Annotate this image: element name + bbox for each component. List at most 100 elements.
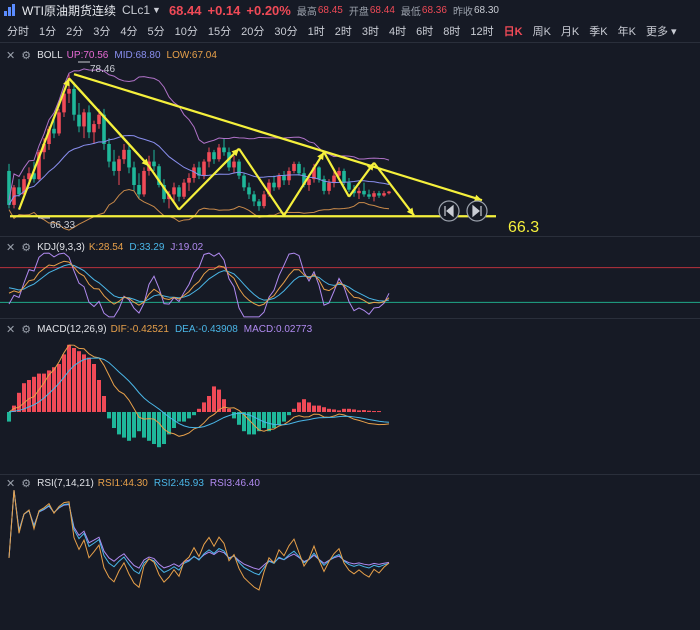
period-tab[interactable]: 周K bbox=[532, 26, 551, 38]
period-tab[interactable]: 年K bbox=[617, 26, 636, 38]
macd-bar bbox=[292, 408, 296, 412]
open-value: 68.44 bbox=[369, 4, 395, 16]
close-indicator-icon[interactable]: ✕ bbox=[6, 241, 16, 254]
candle-body bbox=[22, 179, 26, 195]
candle-body bbox=[237, 161, 241, 176]
period-tab[interactable]: 1时 bbox=[307, 26, 325, 38]
kdj-k: K:28.54 bbox=[88, 241, 124, 253]
instrument-title[interactable]: WTI原油期货连续 bbox=[22, 3, 116, 18]
period-tab[interactable]: 5分 bbox=[147, 26, 165, 38]
kdj-legend: ✕ ⚙ KDJ(9,3,3) K:28.54 D:33.29 J:19.02 bbox=[0, 240, 209, 254]
prev-close-value: 68.30 bbox=[473, 4, 499, 16]
rsi-legend: ✕ ⚙ RSI(7,14,21) RSI1:44.30 RSI2:45.93 R… bbox=[0, 476, 266, 490]
macd-bar bbox=[327, 408, 331, 412]
macd-bar bbox=[257, 412, 261, 432]
macd-legend: ✕ ⚙ MACD(12,26,9) DIF:-0.42521 DEA:-0.43… bbox=[0, 322, 318, 336]
macd-bar bbox=[152, 412, 156, 444]
macd-bar bbox=[247, 412, 251, 435]
candle-body bbox=[192, 167, 196, 178]
macd-bar bbox=[17, 392, 21, 412]
macd-bar bbox=[237, 412, 241, 425]
candle-body bbox=[102, 114, 106, 144]
kdj-j: J:19.02 bbox=[170, 241, 204, 253]
period-tab[interactable]: 3时 bbox=[361, 26, 379, 38]
period-tab[interactable]: 8时 bbox=[443, 26, 461, 38]
period-tab[interactable]: 4时 bbox=[389, 26, 407, 38]
period-tab[interactable]: 更多 ▾ bbox=[645, 26, 677, 38]
period-tab[interactable]: 20分 bbox=[241, 26, 265, 38]
scroll-left-button[interactable] bbox=[438, 200, 460, 222]
macd-bar bbox=[177, 412, 181, 422]
period-tab[interactable]: 10分 bbox=[174, 26, 198, 38]
close-indicator-icon[interactable]: ✕ bbox=[6, 49, 16, 62]
trend-arrow bbox=[68, 77, 150, 167]
macd-bar bbox=[332, 409, 336, 412]
candle-body bbox=[142, 170, 146, 195]
settings-gear-icon[interactable]: ⚙ bbox=[21, 241, 32, 254]
period-tab[interactable]: 1分 bbox=[39, 26, 57, 38]
symbol-dropdown-icon[interactable]: ▼ bbox=[152, 5, 161, 15]
macd-bar bbox=[212, 386, 216, 412]
resistance-line bbox=[73, 73, 483, 202]
macd-bar bbox=[287, 412, 291, 416]
candle-body bbox=[232, 161, 236, 168]
period-tab[interactable]: 日K bbox=[503, 26, 523, 38]
macd-bar bbox=[32, 376, 36, 412]
candle-body bbox=[82, 112, 86, 127]
period-tab[interactable]: 12时 bbox=[470, 26, 494, 38]
candle-body bbox=[212, 152, 216, 160]
macd-bar bbox=[67, 344, 71, 412]
macd-bar bbox=[207, 396, 211, 412]
rsi-1-line bbox=[8, 489, 390, 591]
settings-gear-icon[interactable]: ⚙ bbox=[21, 49, 32, 62]
period-tab[interactable]: 3分 bbox=[93, 26, 111, 38]
scroll-right-button[interactable] bbox=[466, 200, 488, 222]
candle-body bbox=[47, 128, 51, 144]
instrument-symbol[interactable]: CLc1 bbox=[122, 3, 151, 17]
candle-body bbox=[247, 187, 251, 195]
macd-bar bbox=[22, 383, 26, 412]
macd-bar bbox=[142, 412, 146, 438]
candle-body bbox=[342, 170, 346, 183]
candle-body bbox=[172, 187, 176, 195]
candle-body bbox=[157, 166, 161, 185]
close-indicator-icon[interactable]: ✕ bbox=[6, 477, 16, 490]
candle-body bbox=[297, 163, 301, 174]
macd-dif: DIF:-0.42521 bbox=[110, 323, 169, 335]
candle-body bbox=[367, 194, 371, 197]
macd-bar bbox=[107, 412, 111, 419]
period-tab[interactable]: 2时 bbox=[334, 26, 352, 38]
macd-bar bbox=[72, 348, 76, 412]
macd-bar bbox=[37, 373, 41, 412]
macd-bar bbox=[272, 412, 276, 428]
boll-legend: ✕ ⚙ BOLL UP:70.56 MID:68.80 LOW:67.04 bbox=[0, 48, 223, 62]
candle-body bbox=[42, 144, 46, 153]
period-tab[interactable]: 季K bbox=[589, 26, 608, 38]
settings-gear-icon[interactable]: ⚙ bbox=[21, 323, 32, 336]
last-price: 68.44 bbox=[168, 2, 202, 18]
period-tab[interactable]: 6时 bbox=[416, 26, 434, 38]
settings-gear-icon[interactable]: ⚙ bbox=[21, 477, 32, 490]
candle-body bbox=[112, 161, 116, 171]
macd-bar bbox=[62, 354, 66, 412]
period-tab[interactable]: 月K bbox=[560, 26, 580, 38]
period-tab[interactable]: 15分 bbox=[207, 26, 232, 38]
period-tab[interactable]: 分时 bbox=[7, 26, 29, 38]
candle-body bbox=[207, 152, 211, 162]
candle-body bbox=[317, 167, 321, 180]
period-selector: 分时 1分 2分 3分 4分 5分 10分 15分 20分 30分 1时 2时 3时 4时 6时 8时 12时日… bbox=[0, 22, 700, 40]
macd-bar bbox=[367, 410, 371, 412]
candle-body bbox=[372, 193, 376, 197]
period-tab[interactable]: 4分 bbox=[120, 26, 138, 38]
macd-bar bbox=[157, 412, 161, 448]
kdj-d: D:33.29 bbox=[129, 241, 165, 253]
period-tab[interactable]: 30分 bbox=[274, 26, 298, 38]
candle-body bbox=[77, 114, 81, 127]
trend-arrow bbox=[17, 78, 71, 210]
candle-body bbox=[177, 187, 181, 197]
macd-bar bbox=[162, 412, 166, 444]
macd-value: MACD:0.02773 bbox=[243, 323, 313, 335]
close-indicator-icon[interactable]: ✕ bbox=[6, 323, 16, 336]
period-tab[interactable]: 2分 bbox=[66, 26, 84, 38]
